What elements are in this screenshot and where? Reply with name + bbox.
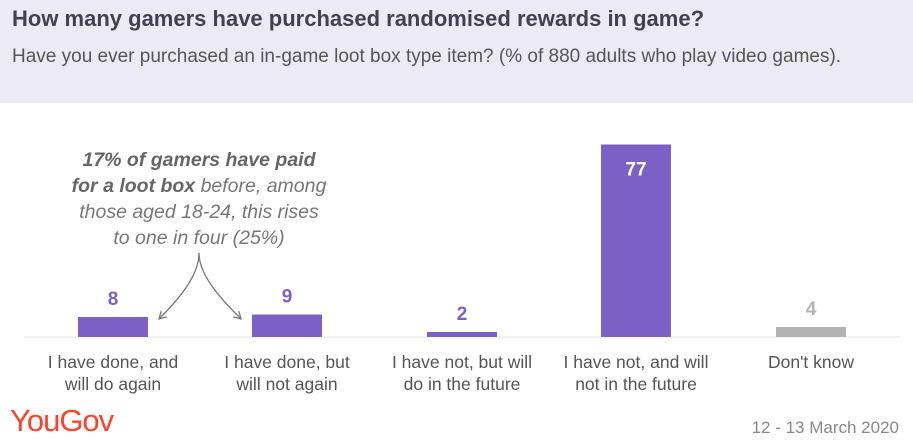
category-label-1-line-2: will do again: [64, 374, 161, 394]
chart-annotation: 17% of gamers have paid for a loot box b…: [40, 147, 358, 251]
value-label-1: 8: [108, 289, 119, 310]
value-label-4: 77: [625, 160, 646, 181]
annotation-bold-2: for a loot box: [71, 175, 196, 197]
bar-1: [78, 317, 148, 337]
annotation-text-4: to one in four (25%): [113, 227, 285, 249]
annotation-arrow-right: [198, 252, 242, 320]
category-label-2-line-2: will not again: [235, 374, 337, 394]
category-label-3-line-2: do in the future: [404, 374, 521, 394]
category-label-1-line-1: I have done, and: [48, 352, 178, 372]
annotation-bold-1: 17% of gamers have paid: [82, 149, 316, 171]
category-label-4-line-1: I have not, and will: [564, 352, 709, 372]
value-label-2: 9: [282, 287, 293, 308]
yougov-logo: YouGov: [10, 403, 114, 438]
survey-date: 12 - 13 March 2020: [751, 418, 899, 437]
annotation-text-3: those aged 18-24, this rises: [79, 201, 319, 223]
category-label-5-line-1: Don't know: [768, 352, 854, 372]
annotation-arrow-left: [158, 252, 200, 320]
bar-2: [252, 314, 322, 337]
annotation-text-2: before, among: [195, 175, 327, 197]
category-label-2-line-1: I have done, but: [224, 352, 350, 372]
header-band: How many gamers have purchased randomise…: [0, 0, 913, 103]
category-label-4-line-2: not in the future: [575, 374, 697, 394]
chart-title: How many gamers have purchased randomise…: [12, 6, 705, 31]
category-label-3-line-1: I have not, but will: [392, 352, 532, 372]
bar-5: [776, 327, 846, 337]
bar-3: [427, 332, 497, 337]
value-label-5: 4: [806, 299, 817, 320]
bar-4: [601, 144, 671, 337]
chart-subtitle: Have you ever purchased an in-game loot …: [12, 46, 842, 67]
value-label-3: 2: [457, 304, 468, 325]
